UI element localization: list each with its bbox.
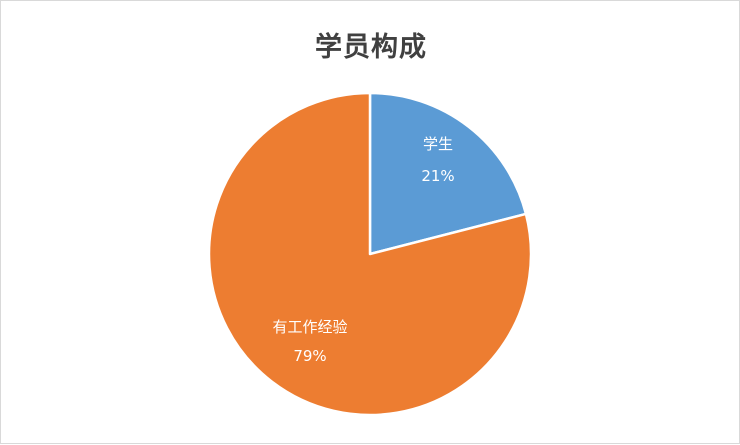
slice-percent-label: 21% — [421, 167, 454, 185]
pie-labels: 学生 21% 有工作经验 79% — [272, 135, 454, 365]
pie-slices — [207, 91, 533, 417]
pie-slice — [207, 91, 533, 417]
slice-category-label: 学生 — [423, 135, 453, 153]
slice-percent-label: 79% — [293, 347, 326, 365]
slice-category-label: 有工作经验 — [272, 318, 347, 336]
chart-title: 学员构成 — [315, 32, 427, 63]
pie-slice — [368, 91, 528, 256]
